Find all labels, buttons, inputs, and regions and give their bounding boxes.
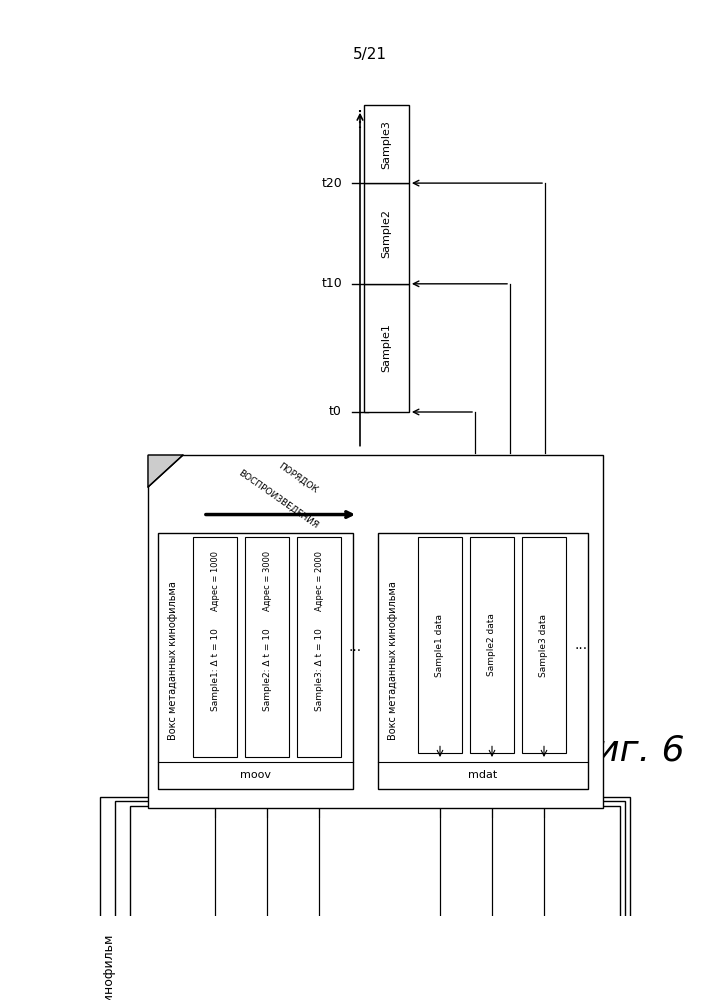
Text: Sample2 data: Sample2 data [488, 614, 496, 676]
Text: Sample3: Δ t = 10: Sample3: Δ t = 10 [314, 628, 324, 711]
Text: Sample1: Sample1 [382, 323, 392, 372]
Text: Sample2: Sample2 [382, 209, 392, 258]
Bar [378, 533, 588, 789]
Text: t20: t20 [321, 177, 342, 190]
Text: Вокс метаданных кинофильма: Вокс метаданных кинофильма [388, 582, 398, 740]
Text: Кинофильм: Кинофильм [102, 932, 115, 1000]
Bar [297, 537, 341, 757]
Text: moov: moov [240, 770, 271, 780]
Bar [470, 537, 514, 753]
Text: ...: ... [574, 638, 587, 652]
Bar [130, 806, 620, 1000]
Text: Вокс метаданных кинофильма: Вокс метаданных кинофильма [168, 582, 178, 740]
Bar [364, 105, 409, 183]
Text: 5/21: 5/21 [353, 47, 387, 62]
Text: Sample1 data: Sample1 data [435, 614, 445, 677]
Bar [148, 455, 603, 808]
Text: Sample2: Δ t = 10: Sample2: Δ t = 10 [263, 628, 271, 711]
Bar [522, 537, 566, 753]
Bar [115, 801, 625, 1000]
Bar [364, 183, 409, 284]
Text: Адрес = 2000: Адрес = 2000 [314, 551, 324, 611]
Bar [418, 537, 462, 753]
Bar [245, 537, 289, 757]
Bar [100, 797, 630, 1000]
Text: ПОРЯДОК: ПОРЯДОК [276, 461, 319, 495]
Polygon shape [148, 455, 183, 487]
Text: ...: ... [349, 640, 362, 654]
Text: Адрес = 3000: Адрес = 3000 [263, 551, 271, 611]
Text: ВОСПРОИЗВЕДЕНИЯ: ВОСПРОИЗВЕДЕНИЯ [236, 468, 319, 530]
Bar [364, 284, 409, 412]
Text: Sample1: Δ t = 10: Sample1: Δ t = 10 [211, 628, 220, 711]
Text: Sample3: Sample3 [382, 120, 392, 169]
Text: Адрес = 1000: Адрес = 1000 [211, 551, 220, 611]
Bar [158, 533, 353, 789]
Text: t0: t0 [329, 405, 342, 418]
Bar [193, 537, 237, 757]
Text: t10: t10 [321, 277, 342, 290]
Text: Фиг. 6: Фиг. 6 [565, 734, 684, 768]
Text: mdat: mdat [468, 770, 498, 780]
Text: Sample3 data: Sample3 data [539, 614, 548, 677]
